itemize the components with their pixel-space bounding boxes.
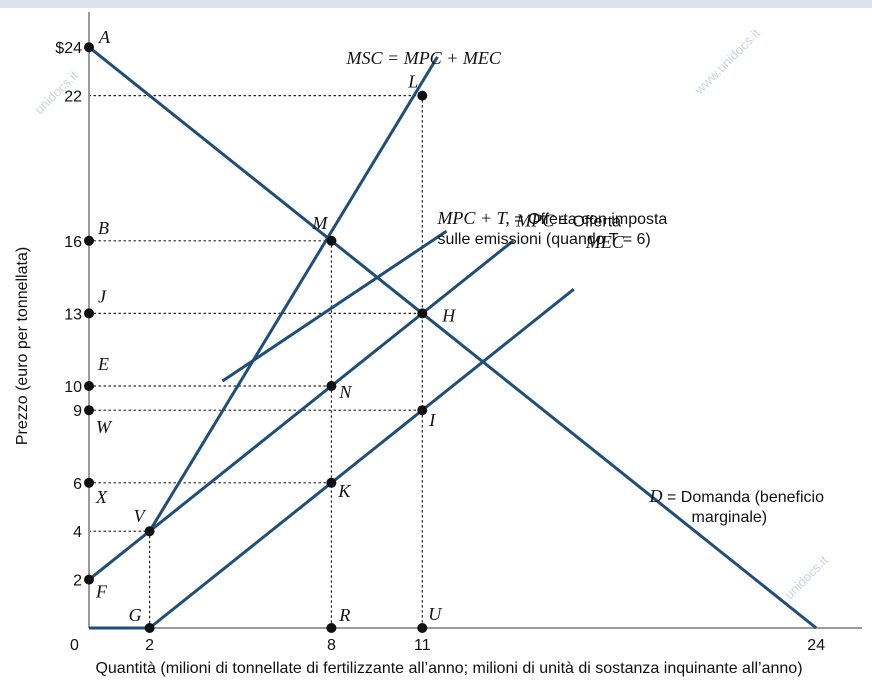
y-tick-label: 22	[64, 89, 82, 106]
y-axis-label: Prezzo (euro per tonnellata)	[14, 247, 31, 445]
point-N	[326, 381, 337, 391]
point-label-H: H	[441, 305, 456, 325]
watermark: www.unidocs.it	[691, 25, 763, 97]
point-label-J: J	[98, 286, 107, 306]
point-label-R: R	[338, 605, 350, 625]
demand-curve	[88, 46, 818, 630]
point-label-V: V	[134, 506, 147, 526]
point-label-W: W	[96, 417, 113, 437]
point-V	[144, 526, 155, 537]
demand-label: D = Domanda (beneficio	[649, 486, 825, 506]
point-label-K: K	[337, 481, 351, 501]
point-label-E: E	[97, 354, 109, 374]
y-tick-label: 6	[73, 476, 82, 493]
point-E	[84, 381, 94, 391]
y-tick-label: 16	[64, 234, 82, 251]
point-A	[84, 42, 94, 53]
demand-label-line2: marginale)	[692, 509, 768, 526]
y-tick-label: $24	[55, 40, 82, 57]
point-U	[417, 623, 428, 633]
point-J	[84, 308, 94, 319]
msc-label: MSC = MPC + MEC	[346, 48, 502, 68]
point-K	[326, 477, 337, 488]
point-label-I: I	[428, 410, 436, 430]
point-label-N: N	[338, 382, 352, 402]
point-I	[417, 405, 428, 416]
mpc-label: MPC = Offerta	[515, 210, 621, 230]
mpc_t-label-line2: sulle emissioni (quando T = 6)	[437, 231, 650, 248]
point-label-A: A	[98, 27, 111, 47]
point-label-X: X	[95, 487, 108, 507]
mec-label: MEC	[585, 232, 625, 252]
y-tick-label: 13	[64, 306, 82, 323]
x-axis-label: Quantità (milioni di tonnellate di ferti…	[95, 660, 802, 677]
watermark: unidocs.it	[782, 552, 832, 602]
point-F	[84, 574, 94, 585]
y-tick-label: 4	[73, 524, 82, 541]
point-label-U: U	[428, 604, 442, 624]
point-X	[84, 477, 94, 488]
point-label-G: G	[129, 605, 142, 625]
point-R	[326, 623, 337, 633]
point-H	[417, 308, 428, 319]
point-G	[144, 623, 155, 633]
point-B	[84, 235, 94, 246]
origin-label: 0	[70, 637, 79, 654]
y-tick-label: 10	[64, 379, 82, 396]
x-tick-label: 11	[414, 637, 431, 654]
x-tick-label: 8	[327, 637, 336, 654]
y-tick-label: 2	[73, 573, 82, 590]
x-tick-label: 24	[807, 637, 825, 654]
point-label-L: L	[407, 72, 418, 92]
point-M	[326, 235, 337, 246]
point-label-M: M	[311, 213, 328, 233]
header-bar	[0, 0, 872, 8]
point-W	[84, 405, 94, 416]
point-L	[417, 90, 428, 101]
x-tick-label: 2	[145, 637, 154, 654]
mpc-curve	[88, 239, 515, 581]
point-label-F: F	[95, 582, 108, 602]
msc-curve	[148, 56, 439, 532]
mpc_t-label: MPC + T, = Offerta con imposta	[436, 208, 667, 228]
point-label-B: B	[98, 218, 109, 238]
mpc_t-curve	[221, 229, 448, 383]
y-tick-label: 9	[73, 403, 82, 420]
